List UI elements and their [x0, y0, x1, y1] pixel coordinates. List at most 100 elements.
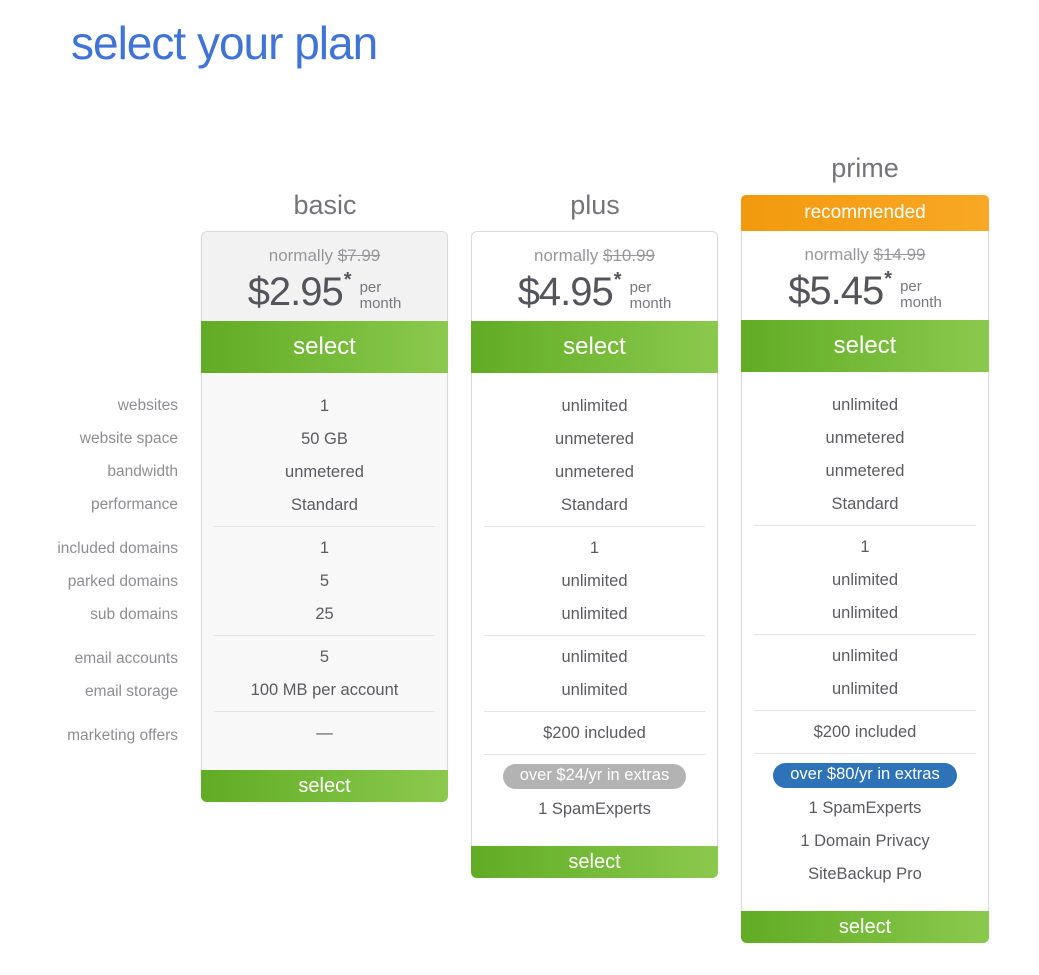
feature-performance: Standard	[561, 496, 628, 514]
old-price: $7.99	[337, 246, 381, 265]
select-button-top-basic[interactable]: select	[201, 321, 448, 373]
divider	[484, 754, 705, 755]
divider	[484, 711, 705, 712]
divider	[214, 635, 435, 636]
extra-item-sitebackup-pro: SiteBackup Pro	[808, 865, 922, 883]
divider	[214, 526, 435, 527]
old-price: $10.99	[602, 246, 655, 265]
feature-email-storage: 100 MB per account	[250, 681, 399, 699]
extras-value-badge: over $24/yr in extras	[502, 764, 687, 789]
price-row: $5.45 * per month	[742, 266, 988, 316]
feature-email-storage: unlimited	[831, 680, 899, 698]
price-header: normally $14.99 $5.45 * per month	[742, 231, 988, 320]
feature-email-accounts: unlimited	[831, 647, 899, 665]
feature-email-accounts: unlimited	[561, 648, 628, 666]
per-month-label: per month	[629, 279, 672, 312]
feature-bandwidth: unmetered	[825, 462, 905, 480]
feature-websites: 1	[319, 397, 330, 415]
divider	[754, 634, 976, 635]
feature-label-marketing-offers: marketing offers	[67, 727, 178, 744]
price-asterisk: *	[343, 268, 352, 291]
feature-email-storage: unlimited	[561, 681, 628, 699]
divider	[754, 753, 976, 754]
divider	[754, 710, 976, 711]
feature-website-space: 50 GB	[301, 430, 348, 448]
feature-included-domains: 1	[319, 539, 330, 557]
price-asterisk: *	[884, 267, 893, 290]
feature-label-website-space: website space	[79, 430, 178, 447]
extra-item-domain-privacy: 1 Domain Privacy	[800, 832, 930, 850]
price-row: $2.95 * per month	[202, 267, 447, 317]
feature-parked-domains: unlimited	[561, 572, 628, 590]
old-price: $14.99	[873, 245, 926, 264]
select-button-top-plus[interactable]: select	[471, 321, 718, 373]
plan-card-prime: recommended normally $14.99 $5.45 * per m…	[741, 195, 989, 943]
per-month-label: per month	[359, 279, 402, 312]
feature-sub-domains: unlimited	[561, 605, 628, 623]
divider	[754, 525, 976, 526]
feature-website-space: unmetered	[825, 429, 905, 447]
feature-label-websites: websites	[117, 397, 178, 414]
select-button-bottom-prime[interactable]: select	[741, 911, 989, 943]
plan-heading-prime: prime	[831, 153, 899, 183]
extra-item-spamexperts: 1 SpamExperts	[808, 799, 922, 817]
feature-websites: unlimited	[831, 396, 899, 414]
price-value: $2.95	[247, 269, 344, 314]
price-header: normally $10.99 $4.95 * per month	[472, 232, 717, 321]
label-group-gap	[0, 631, 178, 642]
feature-label-email-storage: email storage	[84, 683, 178, 700]
feature-bandwidth: unmetered	[285, 463, 364, 481]
price-row: $4.95 * per month	[472, 267, 717, 317]
select-button-bottom-basic[interactable]: select	[201, 770, 448, 802]
normally-label: normally	[804, 245, 869, 264]
extras-badge-row: over $24/yr in extras	[472, 760, 717, 793]
feature-labels-column: websites website space bandwidth perform…	[0, 389, 178, 752]
normally-price: normally $7.99	[202, 245, 447, 267]
normally-label: normally	[268, 246, 333, 265]
feature-label-performance: performance	[90, 496, 178, 513]
divider	[484, 635, 705, 636]
feature-label-email-accounts: email accounts	[74, 650, 178, 667]
plan-heading-plus: plus	[570, 190, 620, 220]
price-value: $5.45	[788, 268, 884, 313]
select-button-top-prime[interactable]: select	[741, 320, 989, 372]
plan-card-basic: normally $7.99 $2.95 * per month select 1…	[201, 231, 448, 802]
feature-marketing-offers: —	[316, 724, 333, 742]
feature-label-included-domains: included domains	[57, 540, 178, 557]
normally-label: normally	[534, 246, 599, 265]
price-value: $4.95	[517, 269, 614, 314]
feature-label-parked-domains: parked domains	[67, 573, 178, 590]
feature-label-bandwidth: bandwidth	[107, 463, 178, 480]
feature-list: 1 50 GB unmetered Standard 1 5 25 5 100 …	[202, 373, 447, 770]
feature-list: unlimited unmetered unmetered Standard 1…	[742, 372, 988, 911]
feature-parked-domains: unlimited	[831, 571, 899, 589]
normally-price: normally $14.99	[742, 244, 988, 266]
feature-website-space: unmetered	[555, 430, 634, 448]
select-button-bottom-plus[interactable]: select	[471, 846, 718, 878]
feature-list: unlimited unmetered unmetered Standard 1…	[472, 373, 717, 846]
feature-parked-domains: 5	[319, 572, 330, 590]
feature-included-domains: 1	[860, 538, 870, 556]
label-group-gap	[0, 521, 178, 532]
feature-websites: unlimited	[561, 397, 628, 415]
extras-badge-row: over $80/yr in extras	[742, 759, 988, 792]
price-header: normally $7.99 $2.95 * per month	[202, 232, 447, 321]
price-asterisk: *	[613, 268, 622, 291]
extras-value-badge: over $80/yr in extras	[773, 763, 957, 788]
recommended-badge: recommended	[741, 195, 989, 231]
feature-included-domains: 1	[589, 539, 600, 557]
plan-card-plus: normally $10.99 $4.95 * per month select …	[471, 231, 718, 878]
divider	[214, 711, 435, 712]
feature-email-accounts: 5	[319, 648, 330, 666]
page-title: select your plan	[71, 17, 378, 69]
plan-heading-basic: basic	[293, 190, 357, 220]
feature-performance: Standard	[831, 495, 899, 513]
feature-label-sub-domains: sub domains	[90, 606, 178, 623]
normally-price: normally $10.99	[472, 245, 717, 267]
feature-bandwidth: unmetered	[555, 463, 634, 481]
feature-sub-domains: unlimited	[831, 604, 899, 622]
extra-item-spamexperts: 1 SpamExperts	[538, 800, 651, 818]
label-group-gap	[0, 708, 178, 719]
feature-marketing-offers: $200 included	[813, 723, 917, 741]
